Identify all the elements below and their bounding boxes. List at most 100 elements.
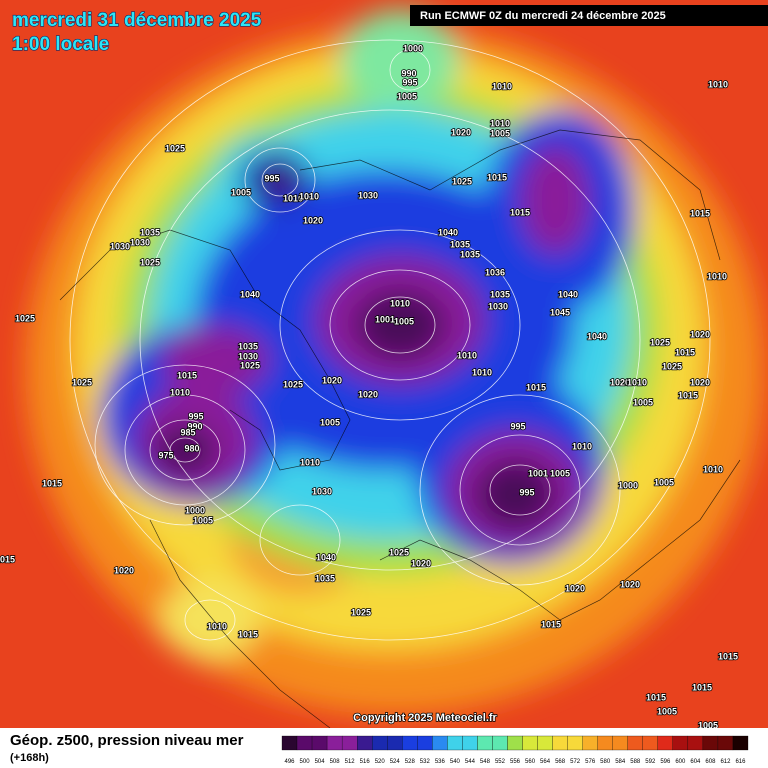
isobar-label: 1010 xyxy=(490,118,510,128)
coastlines xyxy=(59,129,741,729)
scale-label: 500 xyxy=(300,759,311,765)
color-swatch xyxy=(447,735,463,751)
scale-label: 520 xyxy=(375,759,386,765)
scale-label: 600 xyxy=(675,759,686,765)
isobar-label: 1025 xyxy=(140,257,160,267)
isobar-label: 1020 xyxy=(690,377,710,387)
isobar-label: 1005 xyxy=(320,417,340,427)
isobar-label: 995 xyxy=(402,77,417,87)
isobar-label: 1040 xyxy=(587,331,607,341)
scale-label: 532 xyxy=(420,759,431,765)
isobar-label: 1010 xyxy=(390,298,410,308)
isobar-label: 1035 xyxy=(460,249,480,259)
isobar-label: 1025 xyxy=(165,143,185,153)
color-swatch xyxy=(372,735,388,751)
color-swatch xyxy=(552,735,568,751)
scale-label: 572 xyxy=(570,759,581,765)
isobar-label: 1015 xyxy=(675,347,695,357)
isobar-label: 1015 xyxy=(487,172,507,182)
isobar-label: 1010 xyxy=(708,79,728,89)
isobar-label: 1015 xyxy=(690,208,710,218)
isobar-label: 1025 xyxy=(452,176,472,186)
isobar-label: 1040 xyxy=(438,227,458,237)
isobar-label: 1015 xyxy=(42,478,62,488)
isobar-label: 990 xyxy=(401,68,416,78)
isobar-label: 1035 xyxy=(315,573,335,583)
lead-time: (+168h) xyxy=(10,752,49,764)
scale-label: 508 xyxy=(330,759,341,765)
color-swatch xyxy=(732,735,749,751)
color-swatch xyxy=(717,735,734,751)
isobar-label: 1035 xyxy=(140,227,160,237)
isobar-label: 1025 xyxy=(389,547,409,557)
isobar-label: 1005 xyxy=(193,515,213,525)
run-info: Run ECMWF 0Z du mercredi 24 décembre 202… xyxy=(420,10,666,22)
scale-label: 556 xyxy=(510,759,521,765)
scale-label: 496 xyxy=(285,759,296,765)
color-swatch xyxy=(627,735,643,751)
color-swatch xyxy=(582,735,598,751)
color-swatch xyxy=(612,735,628,751)
isobar-label: 1020 xyxy=(303,215,323,225)
isobar-label: 1010 xyxy=(572,441,592,451)
isobar-label: 1000 xyxy=(403,43,423,53)
isobar-label: 1005 xyxy=(490,128,510,138)
scale-label: 512 xyxy=(345,759,356,765)
color-swatch xyxy=(462,735,478,751)
isobar-label: 1015 xyxy=(238,629,258,639)
isobar-label: 1010 xyxy=(472,367,492,377)
isobar-label: 1040 xyxy=(240,289,260,299)
isobar-label: 1025 xyxy=(283,379,303,389)
isobar-label: 1010 xyxy=(170,387,190,397)
scale-label: 616 xyxy=(735,759,746,765)
scale-label: 536 xyxy=(435,759,446,765)
isobar-label: 1010 xyxy=(457,350,477,360)
isobar-label: 1015 xyxy=(692,682,712,692)
scale-label: 568 xyxy=(555,759,566,765)
isobar-label: 995 xyxy=(519,487,534,497)
isobar-label: 1020 xyxy=(565,583,585,593)
isobar-label: 1010 xyxy=(703,464,723,474)
color-swatch xyxy=(281,735,298,751)
isobars xyxy=(69,39,711,641)
color-swatch xyxy=(522,735,538,751)
isobar-label: 1001 xyxy=(528,468,548,478)
field xyxy=(0,0,768,728)
scale-label: 588 xyxy=(630,759,641,765)
isobar-label: 1030 xyxy=(130,237,150,247)
scale-label: 580 xyxy=(600,759,611,765)
scale-label: 548 xyxy=(480,759,491,765)
color-swatch xyxy=(357,735,373,751)
isobar-label: 1010 xyxy=(207,621,227,631)
isobar-label: 1015 xyxy=(526,382,546,392)
isobar-label: 1015 xyxy=(0,554,15,564)
isobar-label: 1030 xyxy=(488,301,508,311)
isobar-label: 1005 xyxy=(397,91,417,101)
color-swatch xyxy=(402,735,418,751)
isobar-label: 985 xyxy=(180,427,195,437)
isobar-label: 1000 xyxy=(185,505,205,515)
isobar-label: 1010 xyxy=(707,271,727,281)
isobar-label: 1040 xyxy=(316,552,336,562)
isobar-label: 1035 xyxy=(450,239,470,249)
scale-label: 516 xyxy=(360,759,371,765)
isobar-label: 1015 xyxy=(510,207,530,217)
isobar-label: 1015 xyxy=(541,619,561,629)
scale-label: 544 xyxy=(465,759,476,765)
color-swatch xyxy=(387,735,403,751)
isobar-label: 975 xyxy=(158,450,173,460)
isobar-label: 995 xyxy=(510,421,525,431)
scale-label: 604 xyxy=(690,759,701,765)
scale-label: 552 xyxy=(495,759,506,765)
isobar-label: 1005 xyxy=(231,187,251,197)
isobar-label: 1000 xyxy=(618,480,638,490)
isobar-label: 1020 xyxy=(690,329,710,339)
isobar-label: 1005 xyxy=(657,706,677,716)
isobar-label: 1005 xyxy=(550,468,570,478)
color-swatch xyxy=(687,735,704,751)
color-swatch xyxy=(657,735,673,751)
isobar-label: 1015 xyxy=(718,651,738,661)
isobar-label: 1015 xyxy=(646,692,666,702)
